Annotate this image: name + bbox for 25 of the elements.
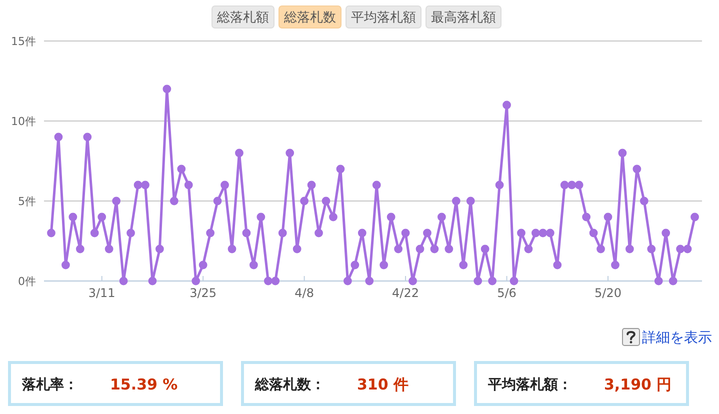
text: 3,190 円: [604, 375, 672, 394]
text: 平均落札額: [351, 10, 416, 26]
tab-button[interactable]: [278, 6, 342, 28]
x-tick-label: 3/25: [190, 286, 217, 300]
x-tick-label: 5/6: [497, 286, 516, 300]
text: 落札率：: [21, 376, 78, 393]
y-tick-label: 10件: [11, 114, 36, 128]
tab-button[interactable]: [346, 6, 422, 28]
text: 総落札数：: [254, 376, 325, 393]
x-tick-label: 4/8: [294, 286, 314, 300]
y-tick-label: 15件: [11, 34, 36, 48]
x-tick-label: 3/11: [88, 286, 116, 300]
y-tick-label: 5件: [18, 194, 36, 208]
text: 総落札額: [216, 10, 269, 26]
y-tick-label: 0件: [18, 274, 36, 288]
x-tick-label: 4/22: [392, 286, 420, 300]
text: 最高落札額: [431, 10, 496, 26]
tab-button[interactable]: [426, 6, 502, 28]
tab-button[interactable]: [212, 6, 274, 28]
text: 詳細を表示: [642, 330, 712, 346]
text: 総落札数: [283, 10, 336, 26]
text: 平均落札額：: [487, 376, 572, 393]
text: 15.39 %: [110, 375, 178, 394]
text: 310 件: [357, 375, 409, 394]
x-tick-label: 5/20: [594, 286, 622, 300]
